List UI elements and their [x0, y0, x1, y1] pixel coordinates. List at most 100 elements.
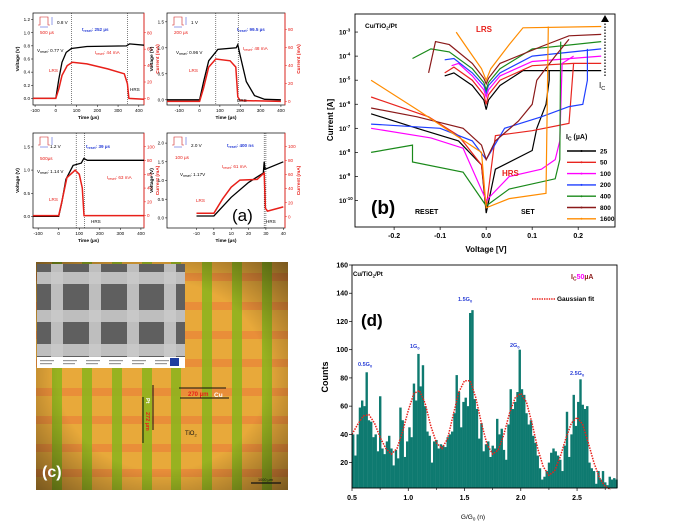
histogram-bar: [606, 485, 609, 488]
pulse-amplitude: 2.0 V: [191, 143, 203, 148]
x-axis-label: Time (µs): [78, 115, 99, 121]
histogram-bar: [491, 445, 494, 488]
histogram-bar: [529, 420, 533, 488]
histogram-bar: [412, 383, 416, 488]
histogram-bar: [500, 428, 503, 488]
histogram-bar: [419, 386, 422, 488]
histogram-bar: [541, 479, 544, 488]
compliance-label: IC50µA: [571, 274, 593, 283]
lrs-curve: [444, 62, 602, 105]
panel-d-tag: (d): [361, 311, 383, 330]
histogram-bar: [430, 462, 434, 488]
histogram-bar: [433, 441, 436, 488]
y2-tick-label: 20: [288, 200, 294, 205]
reset-label: RESET: [415, 209, 439, 216]
y-tick-label: 0.5: [158, 197, 165, 202]
lrs-label: LRS: [196, 198, 205, 203]
t-reset: treset: 99.5 µs: [237, 27, 265, 33]
sem-info-text: [86, 360, 100, 362]
histogram-bar: [446, 437, 449, 488]
histogram-bar: [379, 396, 382, 488]
histogram-bar: [390, 448, 393, 488]
x-tick-label: -100: [34, 231, 44, 236]
y2-axis-label: Current (mA): [155, 165, 161, 195]
histogram-bar: [493, 448, 497, 488]
t-reset: treset: 252 µs: [82, 27, 109, 33]
histogram-bar: [509, 389, 512, 488]
hrs-label: HRS: [91, 219, 101, 224]
panel-a: -100 0 100 200 300 4000.00.20.40.60.81.01.202…: [15, 12, 302, 244]
x-axis-label: Time (µs): [215, 115, 236, 121]
y2-tick-label: 100: [147, 144, 155, 149]
histogram-bar: [354, 455, 357, 488]
t-reset: treset: 400 ns: [227, 143, 254, 149]
y-tick-label: 10-4: [339, 52, 351, 61]
subplot-1: -100 0 100 200 300 400 0.0 0.2 0.4 0.6 0.8 1.0 1.2 0 2…: [15, 12, 161, 121]
y-tick-label: 0.2: [24, 83, 31, 88]
lrs-curve: [412, 41, 602, 92]
x-tick-label: 0.1: [527, 233, 537, 240]
legend-label: 400: [600, 194, 611, 201]
histogram-bar: [361, 400, 364, 488]
y2-tick-label: 80: [288, 27, 294, 32]
v-reset: Vreset: 1.14 V: [37, 169, 64, 175]
y2-tick-label: 60: [147, 47, 153, 52]
histogram-bar: [448, 434, 452, 488]
x-tick-label: 400: [277, 108, 285, 113]
y-tick-label: 1.2: [24, 17, 31, 22]
legend-marker: [580, 217, 583, 220]
histogram-bar: [511, 408, 515, 488]
pulse-width: 500 µs: [40, 30, 55, 35]
sem-info-text: [63, 360, 77, 362]
i-reset: Ireset: 61 mA: [222, 164, 248, 170]
x-tick-label: 30: [263, 231, 269, 236]
peak-label: 0.5G0: [358, 362, 373, 369]
gaussian-fit-curve: [351, 379, 612, 491]
histogram-bar: [392, 465, 395, 488]
legend-title: IC (µA): [566, 134, 587, 143]
series-800: [370, 33, 602, 162]
y2-tick-label: 0: [147, 96, 150, 101]
histogram-bar: [608, 476, 611, 488]
panel-c-tag: (c): [42, 464, 62, 481]
subplot-3: -100 0 100 200 300 400 0.0 0.5 1.0 1.5 0 20 40 60 80 10…: [15, 132, 161, 244]
cu-electrode-label: Cu: [214, 392, 223, 399]
x-tick-label: 300: [257, 108, 265, 113]
lrs-label: LRS: [476, 25, 493, 34]
histogram-bar: [523, 394, 526, 488]
current-curve: [196, 171, 284, 214]
y2-tick-label: 80: [288, 158, 294, 163]
plot-frame: [32, 132, 145, 229]
subplot-2: -100 0 100 200 300 4000.00.51.01.5020406080Vo…: [149, 12, 302, 121]
lrs-label: LRS: [49, 68, 58, 73]
histogram-bar: [442, 445, 445, 488]
histogram-bar: [426, 431, 429, 488]
current-curve: [33, 61, 145, 101]
y2-tick-label: 40: [147, 186, 153, 191]
x-tick-label: 0: [213, 231, 216, 236]
y-tick-label: 40: [340, 432, 348, 439]
device-stack-label: Cu/TiO2/Pt: [365, 23, 398, 31]
x-tick-label: 400: [137, 231, 145, 236]
x-tick-label: 40: [281, 231, 287, 236]
y2-tick-label: 80: [147, 30, 153, 35]
peak-label: 1G0: [410, 344, 420, 351]
x-tick-label: 1.0: [403, 495, 413, 502]
y-tick-label: 160: [336, 263, 348, 270]
histogram-bar: [579, 379, 582, 488]
histogram-bar: [505, 459, 508, 488]
histogram-bar: [590, 468, 593, 488]
x-tick-label: 200: [96, 231, 104, 236]
voltage-curve: [167, 42, 281, 101]
y-tick-label: 1.0: [24, 30, 31, 35]
histogram-bar: [532, 435, 535, 488]
histogram-bar: [516, 392, 519, 488]
legend-marker: [580, 150, 583, 152]
sem-line: [37, 344, 185, 356]
sem-line: [37, 272, 185, 284]
y-axis-label: Voltage (V): [149, 168, 155, 193]
plot-frame: [351, 264, 618, 489]
pulse-icon: [38, 136, 50, 146]
x-tick-label: 400: [135, 108, 143, 113]
